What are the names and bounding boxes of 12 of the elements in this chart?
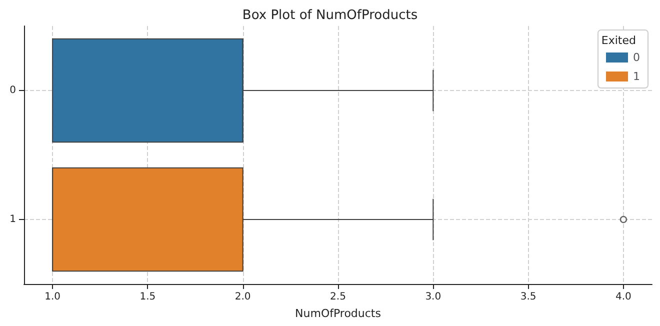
x-tick-label: 2.5 xyxy=(330,292,346,302)
x-tick-label: 3.5 xyxy=(520,292,536,302)
chart-title: Box Plot of NumOfProducts xyxy=(242,8,418,23)
legend-title: Exited xyxy=(601,34,636,47)
legend-label: 0 xyxy=(633,51,640,64)
x-tick-label: 2.0 xyxy=(234,292,251,302)
x-tick-label: 4.0 xyxy=(616,292,632,302)
x-axis-title: NumOfProducts xyxy=(295,307,382,320)
x-tick-label: 1.5 xyxy=(140,292,156,302)
legend-label: 1 xyxy=(633,70,640,83)
x-tick-label: 3.0 xyxy=(425,292,442,302)
x-tick-label: 1.0 xyxy=(44,292,60,302)
